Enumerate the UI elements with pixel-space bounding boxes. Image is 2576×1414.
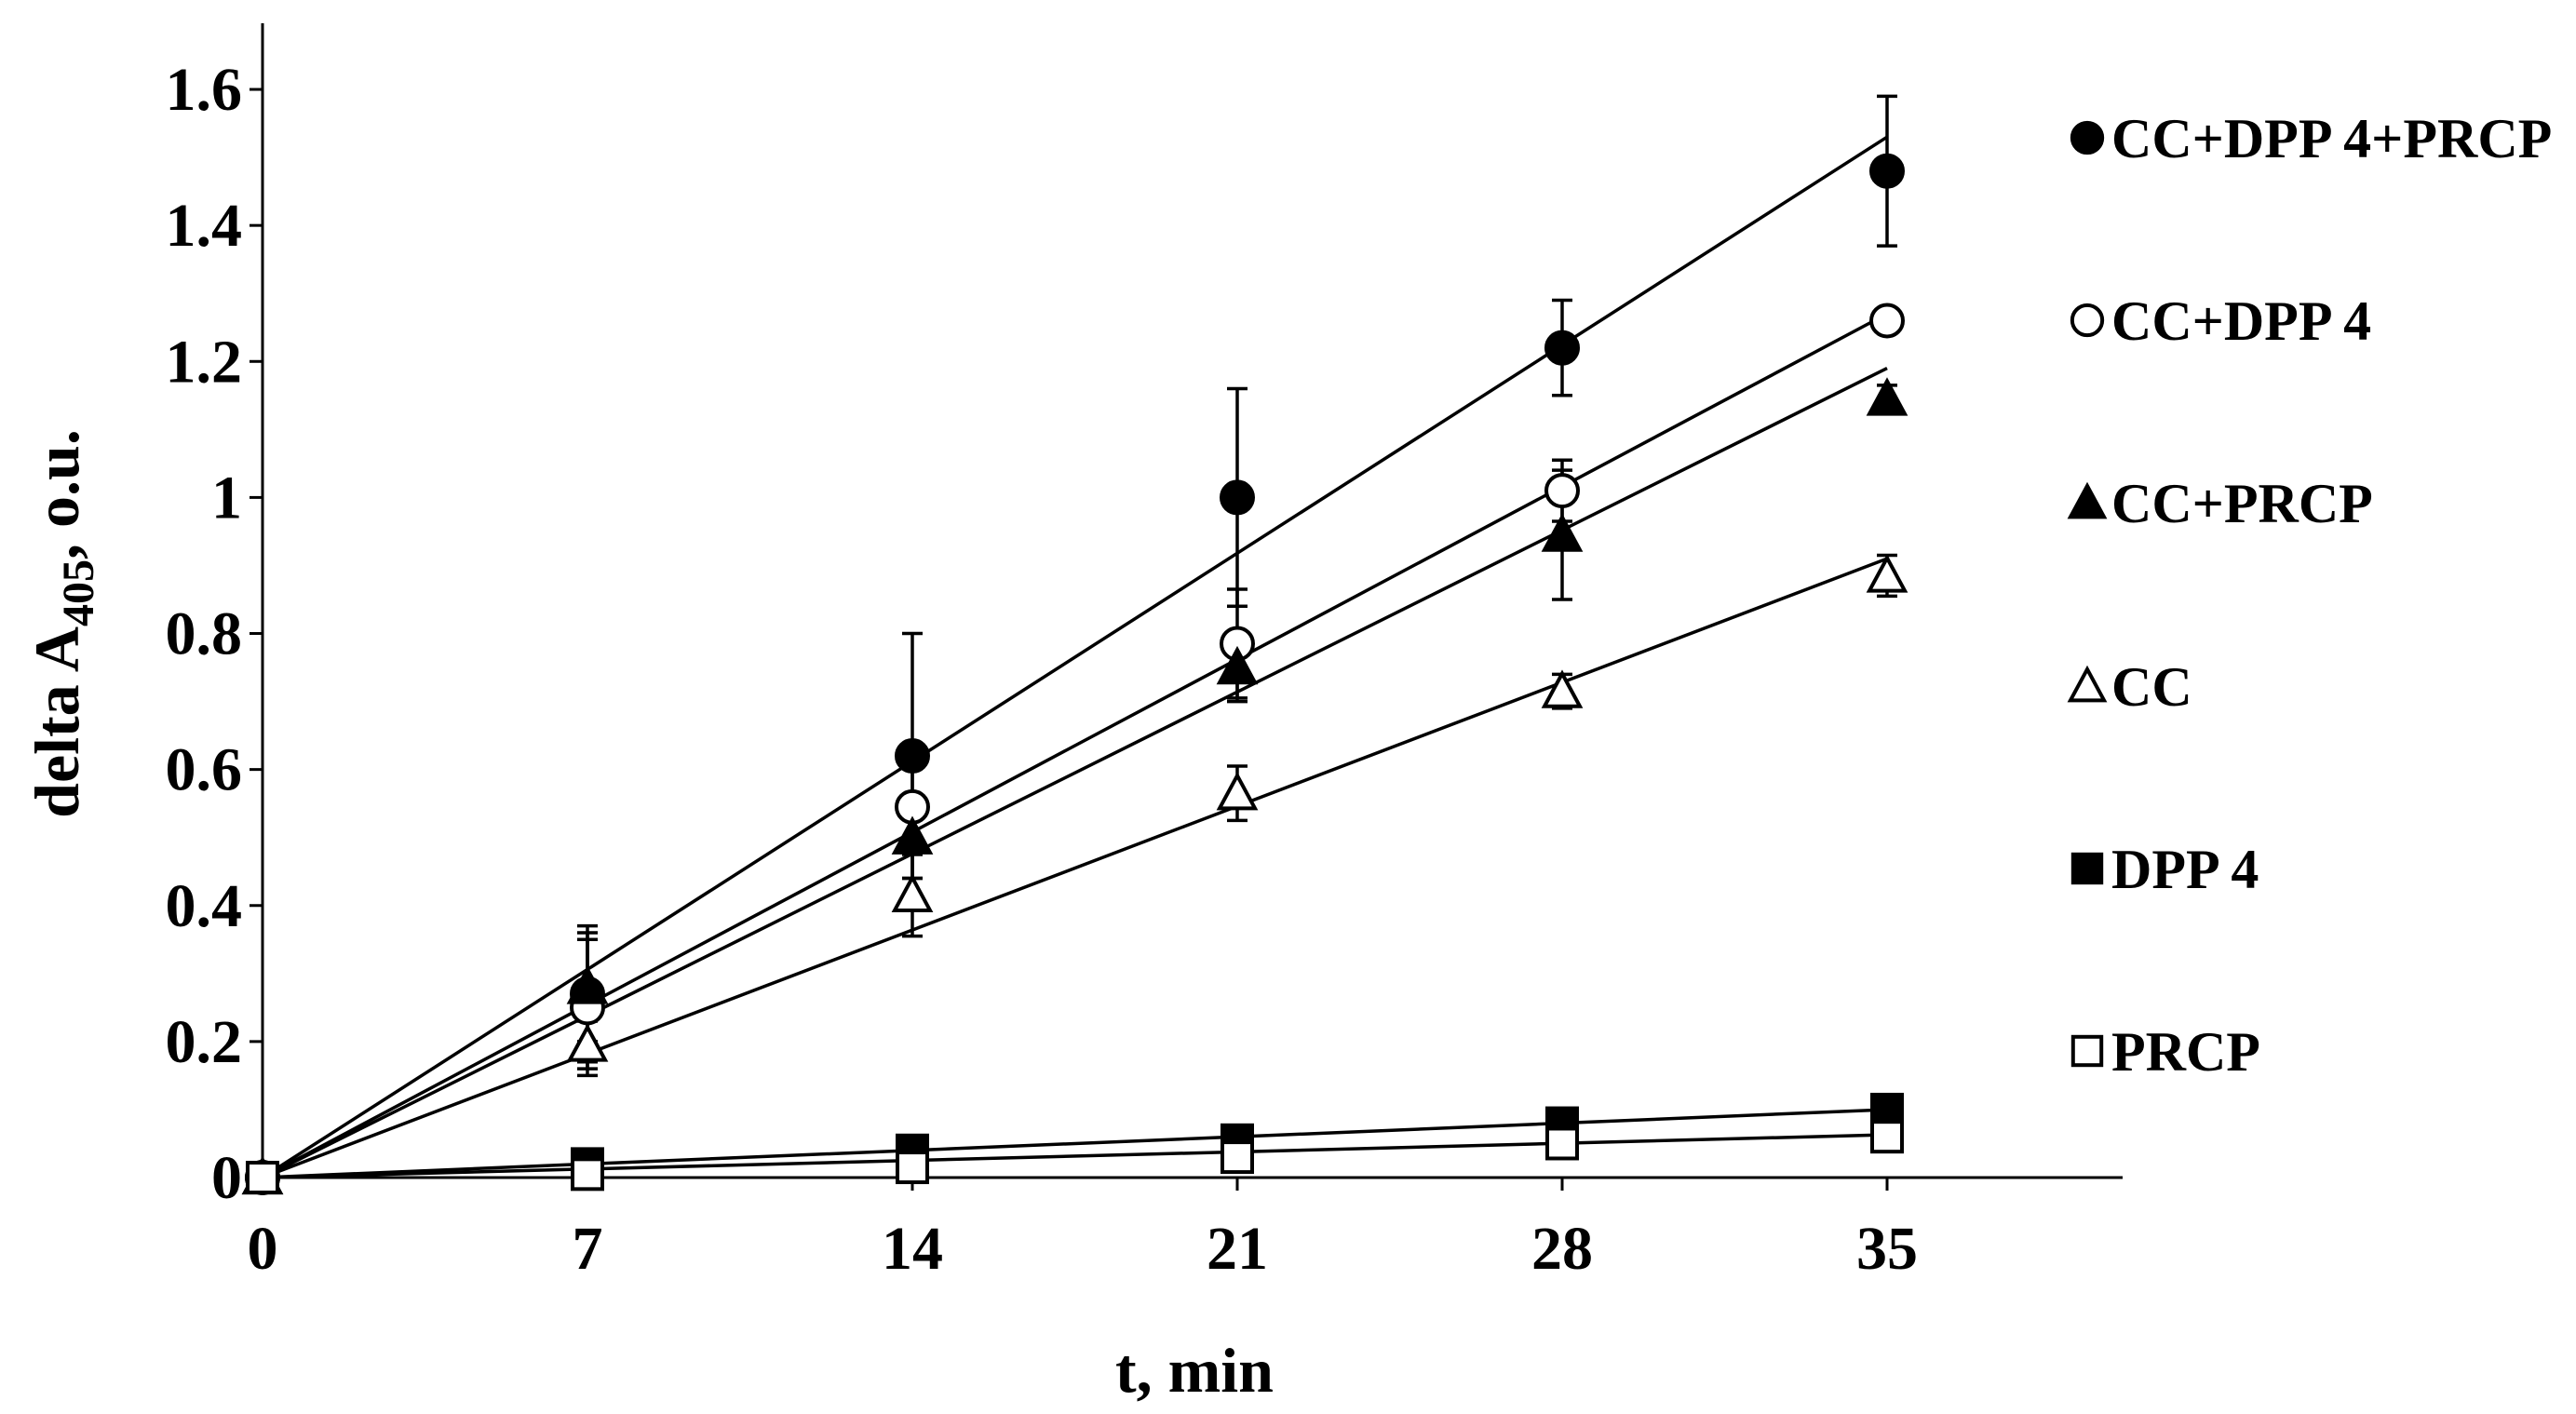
data-point bbox=[1216, 645, 1259, 685]
y-tick-label: 0.4 bbox=[166, 872, 243, 940]
data-point bbox=[566, 1023, 609, 1062]
y-tick-label: 1 bbox=[211, 464, 242, 532]
legend-label: DPP 4 bbox=[2111, 839, 2259, 900]
data-point bbox=[570, 1157, 604, 1192]
legend-label: PRCP bbox=[2111, 1021, 2260, 1083]
legend-marker bbox=[2070, 1034, 2104, 1068]
y-axis-title-subscript: 405 bbox=[54, 559, 103, 626]
data-point bbox=[246, 1161, 279, 1194]
legend-marker bbox=[2070, 303, 2105, 338]
data-point bbox=[1869, 1120, 1904, 1154]
legend-label: CC+DPP 4 bbox=[2111, 290, 2371, 352]
legend-marker bbox=[2067, 481, 2108, 519]
data-point bbox=[894, 738, 930, 774]
data-markers bbox=[241, 153, 1908, 1195]
data-point bbox=[1868, 303, 1905, 339]
x-tick-label: 0 bbox=[248, 1215, 278, 1283]
data-point bbox=[1541, 513, 1584, 552]
x-tick-label: 21 bbox=[1207, 1215, 1268, 1283]
trendline bbox=[262, 1108, 1888, 1179]
axes: 0 0.2 0.4 0.6 0.8 1 1.2 1.4 1.6 0 7 14 21 28 35 bbox=[166, 23, 2123, 1283]
trendlines bbox=[262, 135, 1888, 1179]
data-point bbox=[1868, 153, 1905, 189]
data-point bbox=[1541, 669, 1584, 708]
legend-marker bbox=[2070, 120, 2105, 155]
error-bars bbox=[576, 94, 1897, 1078]
y-axis-title-unit: , o.u. bbox=[21, 429, 92, 559]
data-point bbox=[1544, 473, 1580, 509]
x-tick-label: 14 bbox=[882, 1215, 943, 1283]
data-point bbox=[891, 873, 934, 912]
y-tick-label: 0 bbox=[211, 1144, 242, 1212]
y-tick-label: 1.4 bbox=[166, 192, 243, 260]
data-point bbox=[1544, 1126, 1579, 1161]
data-point bbox=[895, 1151, 929, 1185]
y-tick-label: 1.6 bbox=[166, 56, 243, 124]
legend-label: CC+PRCP bbox=[2111, 473, 2373, 534]
y-tick-label: 0.8 bbox=[166, 600, 243, 668]
data-point bbox=[1220, 1140, 1254, 1175]
legend: CC+DPP 4+PRCP CC+DPP 4 CC+PRCP CC DPP 4 PRCP bbox=[2067, 108, 2552, 1083]
legend-marker bbox=[2070, 852, 2104, 885]
x-tick-label: 28 bbox=[1531, 1215, 1593, 1283]
data-point bbox=[1219, 479, 1255, 516]
legend-label: CC bbox=[2111, 656, 2192, 718]
y-tick-label: 0.2 bbox=[166, 1008, 243, 1076]
data-point bbox=[1866, 377, 1908, 416]
trendline bbox=[262, 557, 1888, 1179]
x-axis-title: t, min bbox=[1115, 1335, 1274, 1406]
data-point bbox=[891, 815, 934, 855]
y-tick-label: 0.6 bbox=[166, 736, 243, 804]
data-point bbox=[566, 965, 609, 1004]
trendline bbox=[262, 135, 1888, 1179]
trendline bbox=[262, 1133, 1888, 1179]
data-point bbox=[1869, 1092, 1904, 1126]
data-point bbox=[1544, 330, 1580, 366]
trendline bbox=[262, 367, 1888, 1179]
y-tick-label: 1.2 bbox=[166, 328, 243, 396]
y-axis-title-main: delta A bbox=[21, 626, 92, 818]
data-point bbox=[1866, 554, 1908, 593]
data-point bbox=[1216, 772, 1259, 811]
y-axis-title: delta A405, o.u. bbox=[21, 429, 103, 818]
legend-label: CC+DPP 4+PRCP bbox=[2111, 108, 2552, 169]
x-tick-label: 7 bbox=[572, 1215, 602, 1283]
trendline bbox=[262, 312, 1888, 1179]
legend-marker bbox=[2067, 665, 2108, 703]
x-tick-label: 35 bbox=[1856, 1215, 1918, 1283]
